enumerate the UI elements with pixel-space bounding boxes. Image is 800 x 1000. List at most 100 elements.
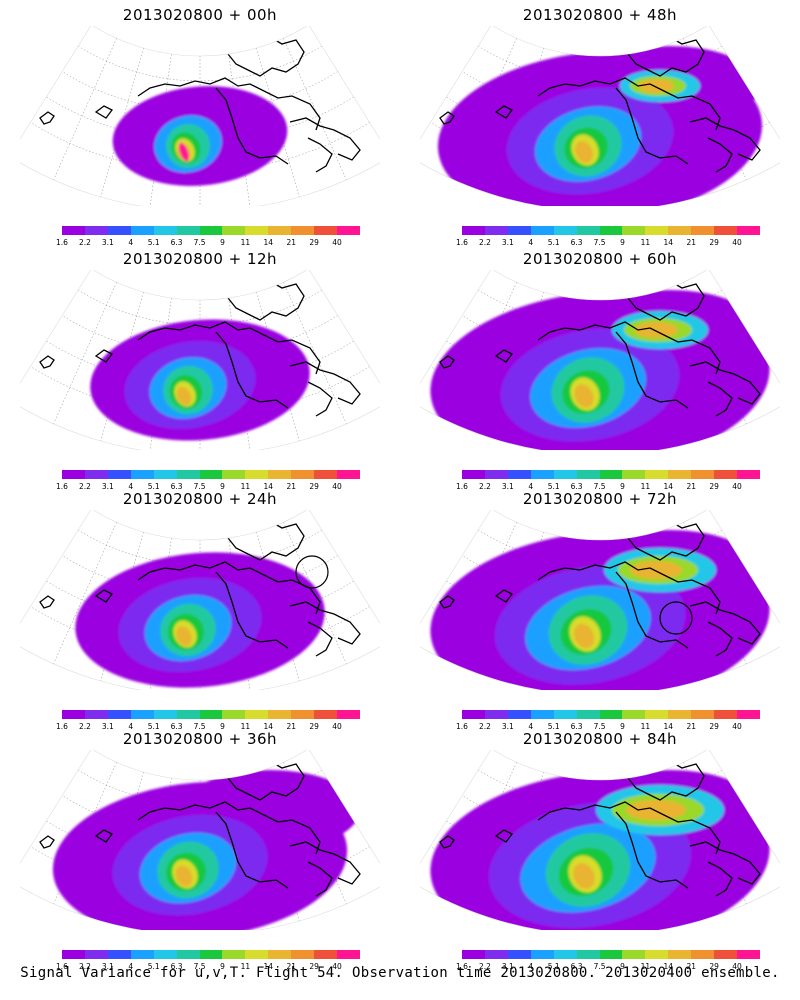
colorbar-swatch <box>484 950 508 959</box>
colorbar-tick-label: 14 <box>263 482 274 491</box>
colorbar-swatch <box>245 470 269 479</box>
colorbar-tick-label: 29 <box>709 238 719 247</box>
colorbar-tick-label: 1.6 <box>56 722 68 731</box>
colorbar-swatch <box>462 950 485 959</box>
colorbar-tick-label: 29 <box>309 482 319 491</box>
colorbar-swatch <box>553 710 577 719</box>
colorbar-tick-label: 2.2 <box>78 962 91 971</box>
colorbar-tick-label: 14 <box>263 722 274 731</box>
forecast-panel: 2013020800 + 60h 1.6 2.2 3.1 4 5.1 6.3 7.5 9 11 14… <box>410 248 790 491</box>
colorbar-swatch <box>691 710 715 719</box>
colorbar-swatch <box>314 226 338 235</box>
colorbar-tick-label: 4 <box>528 722 534 731</box>
colorbar-tick-label: 14 <box>663 962 674 971</box>
panel-title: 2013020800 + 12h <box>122 250 278 268</box>
colorbar-swatch <box>622 710 646 719</box>
panel-title: 2013020800 + 84h <box>522 730 678 748</box>
variance-map <box>20 750 380 930</box>
colorbar-tick-label: 14 <box>663 238 674 247</box>
colorbar-labels: 1.6 2.2 3.1 4 5.1 6.3 7.5 9 11 14 21 29 40 <box>456 482 760 492</box>
colorbar-tick-label: 2.2 <box>78 722 91 731</box>
colorbar-swatch <box>337 950 360 959</box>
colorbar-tick-label: 21 <box>686 482 696 491</box>
colorbar-swatch <box>268 470 292 479</box>
colorbar-tick-label: 5.1 <box>547 962 560 971</box>
colorbar-tick-label: 11 <box>640 962 651 971</box>
colorbar-swatch <box>84 710 108 719</box>
colorbar-tick-label: 6.3 <box>170 722 183 731</box>
colorbar-swatch <box>337 470 360 479</box>
panel-title: 2013020800 + 36h <box>122 730 278 748</box>
colorbar-swatch <box>337 710 360 719</box>
colorbar-swatch <box>576 950 600 959</box>
variance-field <box>430 530 770 690</box>
colorbar-swatch <box>530 226 554 235</box>
variance-map <box>420 750 780 930</box>
colorbar-swatch <box>645 470 669 479</box>
colorbar-tick-label: 3.1 <box>101 238 114 247</box>
colorbar-swatch <box>507 470 531 479</box>
colorbar-tick-label: 9 <box>220 722 225 731</box>
variance-map <box>20 26 380 206</box>
coastline <box>439 279 761 417</box>
colorbar-tick-label: 6.3 <box>170 482 183 491</box>
colorbar-swatch <box>222 710 246 719</box>
colorbar-tick-label: 2.2 <box>78 238 91 247</box>
colorbar-swatch <box>737 226 760 235</box>
colorbar-swatch <box>507 226 531 235</box>
colorbar-swatch <box>737 470 760 479</box>
panel-title: 2013020800 + 60h <box>522 250 678 268</box>
colorbar-tick-label: 11 <box>240 722 251 731</box>
variance-field <box>430 290 770 450</box>
colorbar-tick-label: 3.1 <box>501 482 514 491</box>
colorbar-tick-label: 6.3 <box>170 962 183 971</box>
colorbar-tick-label: 14 <box>663 722 674 731</box>
colorbar-tick-label: 6.3 <box>570 722 583 731</box>
colorbar-swatch <box>599 226 623 235</box>
colorbar-tick-label: 1.6 <box>456 482 468 491</box>
colorbar-swatch <box>484 710 508 719</box>
colorbar-swatch <box>130 470 154 479</box>
colorbar-swatch <box>268 950 292 959</box>
colorbar <box>62 226 360 235</box>
colorbar-tick-label: 3.1 <box>101 962 114 971</box>
colorbar-tick-label: 40 <box>332 962 342 971</box>
colorbar-labels: 1.6 2.2 3.1 4 5.1 6.3 7.5 9 11 14 21 29 40 <box>456 962 760 972</box>
colorbar-swatch <box>599 470 623 479</box>
colorbar-tick-label: 4 <box>528 482 534 491</box>
variance-field <box>430 770 770 930</box>
colorbar-swatch <box>462 226 485 235</box>
colorbar-swatch <box>645 710 669 719</box>
colorbar-tick-label: 29 <box>309 238 319 247</box>
colorbar-tick-label: 7.5 <box>193 962 206 971</box>
variance-field <box>112 86 288 186</box>
colorbar-tick-label: 2.2 <box>478 962 491 971</box>
colorbar-tick-label: 3.1 <box>101 722 114 731</box>
colorbar-swatch <box>107 226 131 235</box>
colorbar <box>62 470 360 479</box>
colorbar-swatch <box>691 470 715 479</box>
colorbar-swatch <box>553 470 577 479</box>
colorbar-tick-label: 21 <box>286 238 296 247</box>
colorbar-swatch <box>62 710 85 719</box>
colorbar-swatch <box>484 470 508 479</box>
variance-map <box>420 26 780 206</box>
colorbar-tick-label: 21 <box>286 722 296 731</box>
colorbar-tick-label: 21 <box>286 962 296 971</box>
colorbar-swatch <box>737 710 760 719</box>
colorbar-tick-label: 2.2 <box>478 722 491 731</box>
colorbar-tick-label: 40 <box>332 238 342 247</box>
colorbar-swatch <box>553 226 577 235</box>
colorbar-swatch <box>153 710 177 719</box>
colorbar-tick-label: 5.1 <box>147 722 160 731</box>
colorbar-swatch <box>645 950 669 959</box>
colorbar-swatch <box>291 470 315 479</box>
variance-map <box>20 270 380 450</box>
colorbar-swatch <box>107 950 131 959</box>
colorbar-swatch <box>337 226 360 235</box>
colorbar-swatch <box>84 950 108 959</box>
colorbar-swatch <box>462 710 485 719</box>
colorbar-swatch <box>291 950 315 959</box>
colorbar-swatch <box>530 470 554 479</box>
colorbar-tick-label: 3.1 <box>101 482 114 491</box>
